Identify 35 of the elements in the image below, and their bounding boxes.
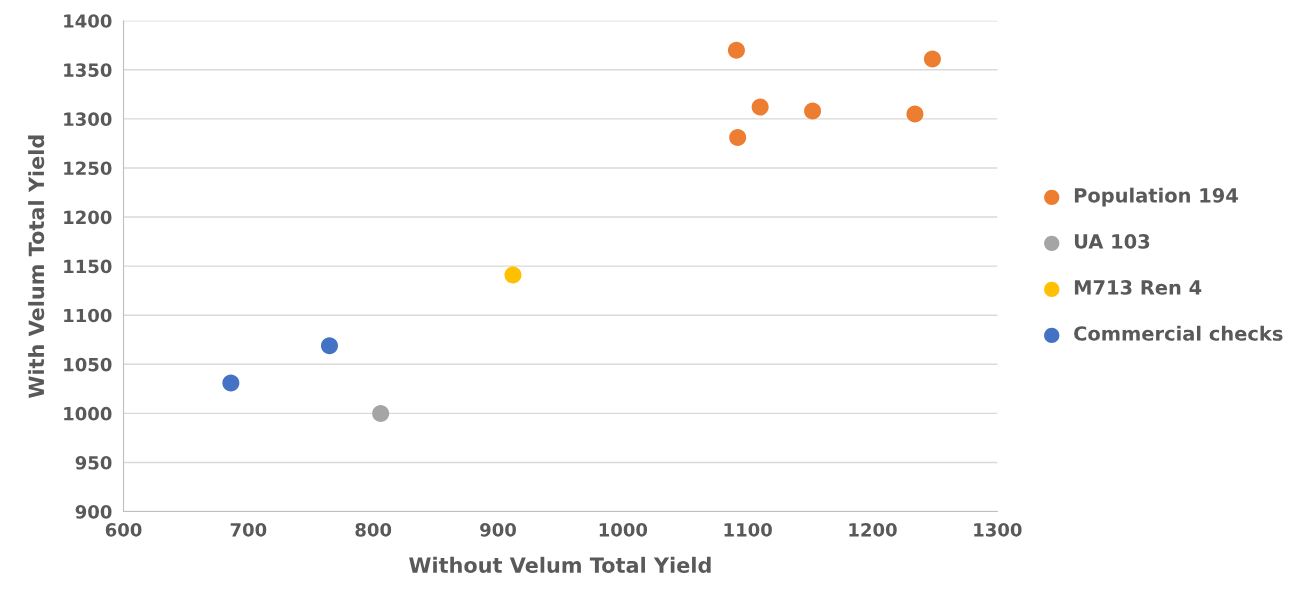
y-axis-title: With Velum Total Yield	[28, 135, 45, 398]
point	[727, 41, 745, 59]
legend-label: Population 194	[1074, 187, 1238, 207]
x-tick-label: 700	[230, 522, 267, 537]
x-tick-label: 600	[105, 522, 142, 537]
y-tick-label: 1000	[64, 406, 112, 421]
point	[372, 404, 390, 422]
point	[320, 337, 338, 355]
y-tick-label: 1300	[64, 112, 112, 126]
legend-label: Commercial checks	[1074, 325, 1283, 341]
x-tick-label: 1100	[724, 522, 772, 537]
y-tick-label: 900	[75, 505, 112, 519]
point	[222, 374, 240, 392]
point	[729, 129, 747, 147]
x-axis-title: Without Velum Total Yield	[409, 556, 711, 573]
x-tick-label: 1300	[974, 522, 1022, 537]
x-tick-label: 900	[480, 522, 516, 537]
point	[906, 105, 924, 123]
x-tick-label: 1000	[599, 522, 648, 537]
point	[504, 266, 522, 284]
legend-label: M713 Ren 4	[1074, 280, 1202, 295]
point	[923, 50, 941, 68]
y-tick-label: 950	[75, 455, 112, 470]
y-tick-label: 1200	[64, 210, 112, 225]
point	[751, 98, 769, 116]
y-tick-label: 1100	[64, 308, 112, 323]
point	[804, 102, 822, 120]
y-tick-label: 1400	[64, 14, 112, 28]
x-tick-label: 1200	[849, 522, 897, 537]
y-tick-label: 1050	[64, 357, 112, 372]
y-tick-label: 1350	[64, 63, 112, 77]
x-tick-label: 800	[355, 522, 392, 537]
y-tick-label: 1250	[64, 161, 112, 176]
legend-label: UA 103	[1074, 234, 1150, 249]
y-tick-label: 1150	[64, 259, 112, 274]
